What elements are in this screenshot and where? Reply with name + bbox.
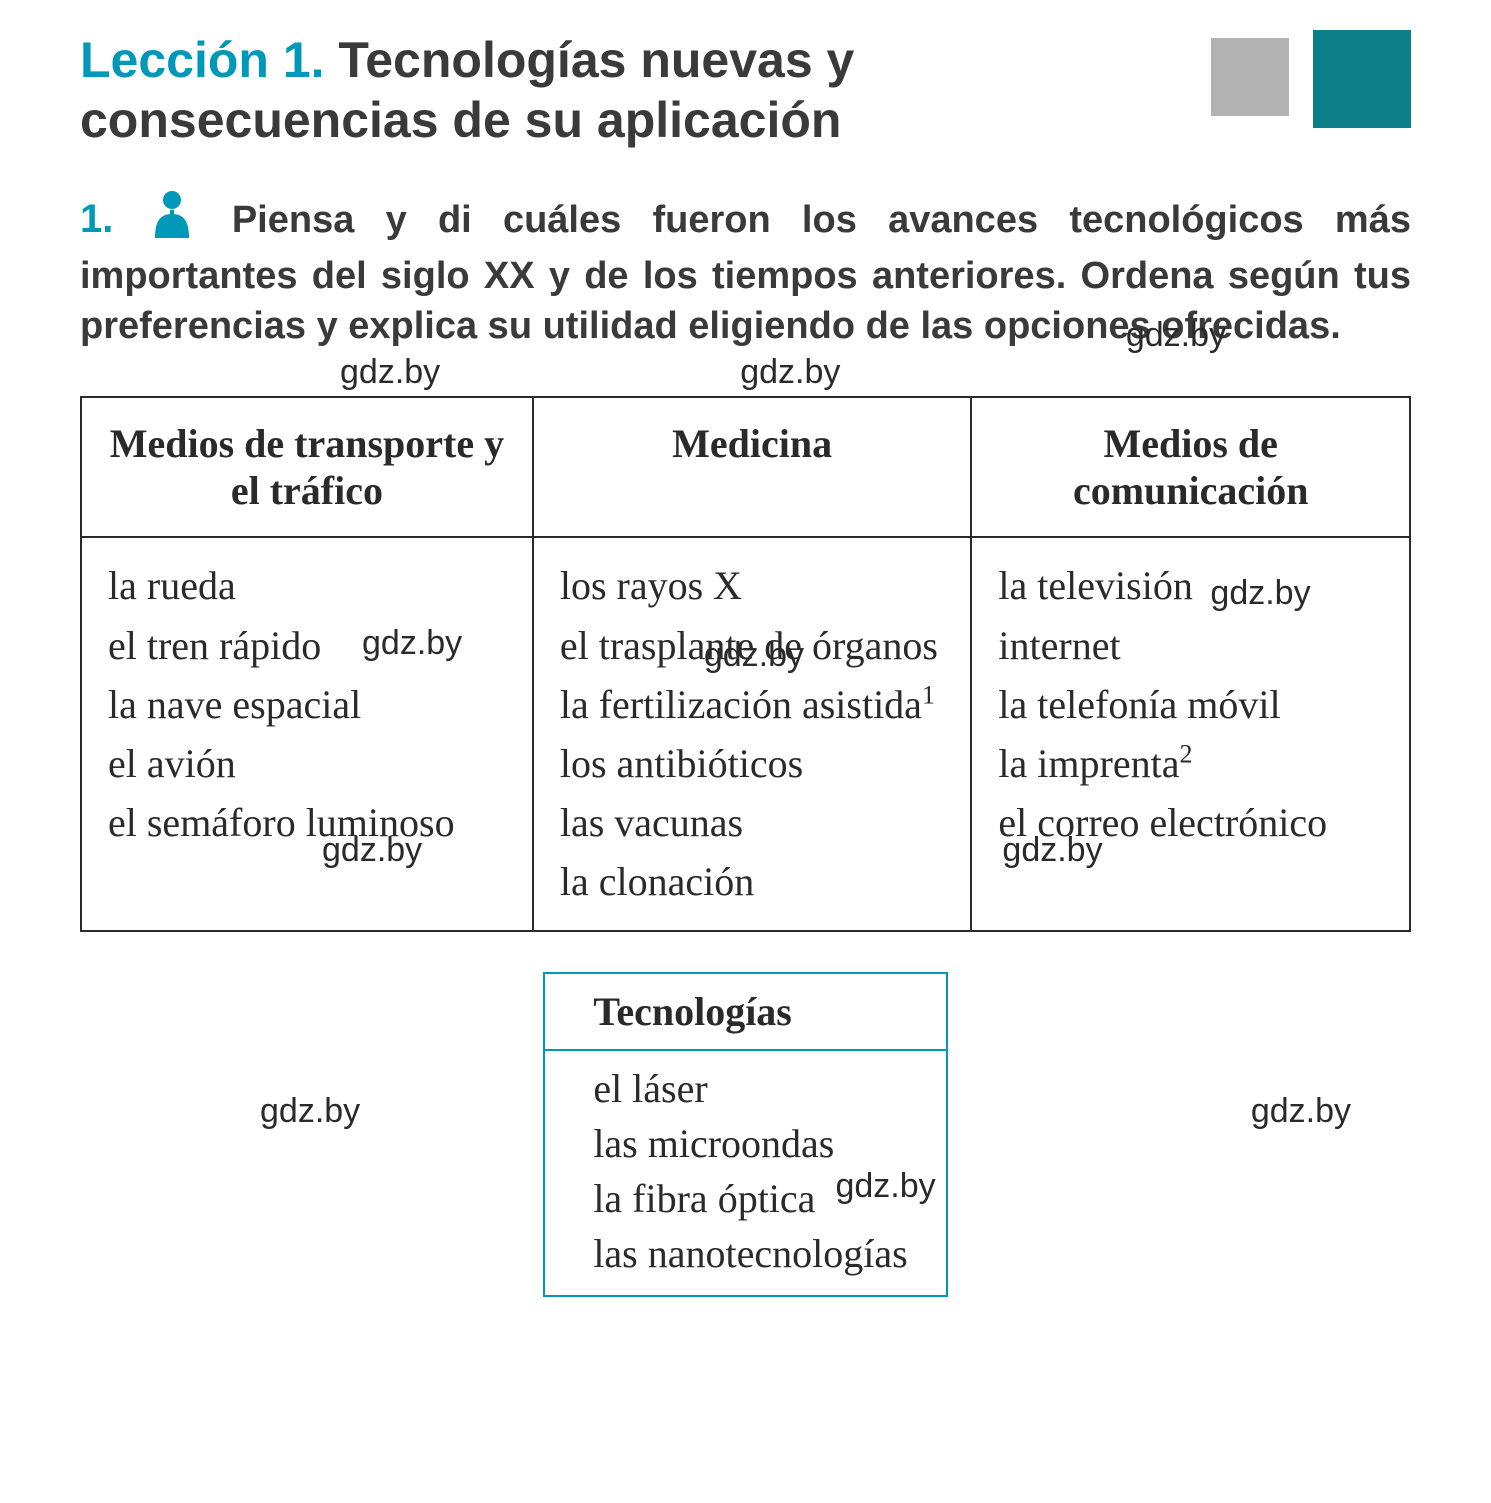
table-header-row: Medios de transporte y el tráfico Medici… (81, 397, 1410, 537)
watermark: gdz.by (704, 630, 804, 680)
watermark: gdz.by (1251, 1092, 1351, 1131)
watermark: gdz.by (362, 618, 462, 668)
page-content: Lección 1. Tecnologías nuevas y consecue… (20, 20, 1471, 1337)
watermark: gdz.by (340, 353, 440, 392)
lesson-label: Lección 1. (80, 32, 325, 88)
watermark: gdz.by (1210, 568, 1310, 618)
gray-square-icon (1211, 38, 1289, 116)
task-number: 1. (80, 197, 113, 241)
watermark: gdz.by (322, 825, 422, 875)
col-header-transport: Medios de transporte y el tráfico (81, 397, 533, 537)
watermark: gdz.by (1002, 825, 1102, 875)
watermark: gdz.by (260, 1092, 360, 1131)
cell-medicine: los rayos Xel trasplante de órganosla fe… (533, 537, 972, 930)
cell-transport: la rueda el tren rápido la nave espacial… (81, 537, 533, 930)
tech-header: Tecnologías (544, 973, 946, 1050)
cell-communication: la televisióninternetla telefonía móvill… (971, 537, 1410, 930)
tech-section: gdz.by Tecnologías el láser las microond… (80, 972, 1411, 1298)
tech-table: Tecnologías el láser las microondas la f… (543, 972, 947, 1298)
person-icon (149, 188, 195, 251)
watermark: gdz.by (835, 1163, 935, 1210)
teal-square-icon (1313, 30, 1411, 128)
tech-cell: el láser las microondas la fibra óptica … (544, 1050, 946, 1297)
main-table: Medios de transporte y el tráfico Medici… (80, 396, 1411, 931)
watermark: gdz.by (1126, 316, 1226, 355)
table-body-row: la rueda el tren rápido la nave espacial… (81, 537, 1410, 930)
watermark: gdz.by (740, 353, 840, 392)
col-header-communication: Medios de comunicación (971, 397, 1410, 537)
corner-decoration (1211, 30, 1411, 128)
watermark-row: gdz.by gdz.by (80, 353, 1411, 392)
lesson-title: Lección 1. Tecnologías nuevas y consecue… (80, 30, 1180, 150)
col-header-medicine: Medicina (533, 397, 972, 537)
